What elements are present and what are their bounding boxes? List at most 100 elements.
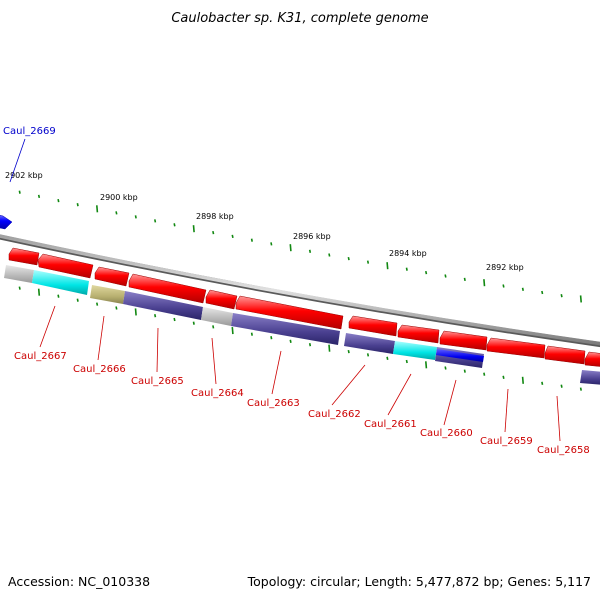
- leader-caul-2664: [211, 337, 217, 385]
- leader-caul-2658: [556, 395, 561, 442]
- scale-label-2898: 2898 kbp: [196, 212, 234, 221]
- gene-label-caul-2669[interactable]: Caul_2669: [3, 126, 56, 137]
- inner-minor-tick: [192, 321, 195, 325]
- cog-bar-caul-2665: [123, 291, 203, 320]
- inner-minor-tick: [386, 356, 389, 360]
- scale-minor-tick: [366, 260, 370, 264]
- inner-minor-tick: [96, 302, 99, 306]
- scale-minor-tick: [134, 215, 137, 219]
- cds-arrow-caul-2663: [235, 295, 344, 330]
- scale-major-tick: [192, 225, 195, 233]
- leader-caul-2659: [504, 388, 509, 433]
- inner-minor-tick: [57, 294, 60, 298]
- scale-minor-tick: [521, 287, 524, 291]
- scale-minor-tick: [173, 223, 176, 227]
- cog-bar-caul-2666: [90, 285, 125, 304]
- scale-minor-tick: [444, 274, 447, 278]
- scale-minor-tick: [231, 234, 234, 239]
- inner-minor-tick: [463, 369, 466, 373]
- inner-minor-tick: [212, 325, 215, 329]
- cds-arrow-caul-2668: [8, 247, 40, 266]
- leader-caul-2665: [156, 327, 159, 373]
- scale-major-tick: [386, 262, 389, 270]
- cds-arrow-caul-2660: [439, 330, 488, 351]
- cog-bar-caul-2660-top: [436, 349, 484, 362]
- gene-label-caul-2665[interactable]: Caul_2665: [131, 376, 184, 387]
- gene-label-caul-2662[interactable]: Caul_2662: [308, 409, 361, 420]
- inner-major-tick: [328, 344, 331, 352]
- scale-minor-tick: [154, 219, 157, 223]
- scale-minor-tick: [541, 290, 544, 295]
- scale-major-tick: [579, 295, 582, 303]
- inner-minor-tick: [541, 381, 544, 385]
- scale-minor-tick: [18, 190, 21, 194]
- inner-minor-tick: [579, 387, 582, 391]
- gene-label-caul-2661[interactable]: Caul_2661: [364, 419, 417, 430]
- cog-bar-caul-2667: [32, 270, 89, 295]
- scale-minor-tick: [115, 211, 118, 215]
- inner-major-tick: [425, 361, 428, 369]
- scale-minor-tick: [250, 238, 253, 242]
- gene-label-caul-2667[interactable]: Caul_2667: [14, 351, 67, 362]
- topology-label: Topology: circular; Length: 5,477,872 bp…: [247, 574, 591, 589]
- gene-label-caul-2658[interactable]: Caul_2658: [537, 445, 590, 456]
- inner-minor-tick: [250, 332, 253, 336]
- gene-label-caul-2663[interactable]: Caul_2663: [247, 398, 300, 409]
- scale-minor-tick: [328, 253, 331, 257]
- inner-minor-tick: [405, 359, 408, 364]
- scale-label-2902: 2902 kbp: [5, 171, 43, 180]
- inner-major-tick: [231, 327, 234, 335]
- scale-minor-tick: [405, 267, 408, 271]
- scale-minor-tick: [270, 242, 273, 246]
- inner-minor-tick: [483, 372, 486, 376]
- cog-bar-caul-2663: [231, 313, 340, 345]
- cds-arrow-caul-2664: [205, 289, 238, 310]
- inner-minor-tick: [289, 339, 292, 343]
- scale-major-tick: [96, 205, 99, 213]
- inner-minor-tick: [444, 366, 447, 370]
- inner-major-tick: [37, 288, 41, 296]
- scale-label-2896: 2896 kbp: [293, 232, 331, 241]
- gene-label-caul-2666[interactable]: Caul_2666: [73, 364, 126, 375]
- cog-bars: [4, 265, 600, 385]
- scale-major-tick: [289, 244, 292, 252]
- scale-minor-tick: [560, 294, 563, 298]
- scale-minor-tick: [502, 284, 505, 288]
- inner-minor-tick: [173, 317, 176, 322]
- cog-bar-caul-2662: [344, 333, 395, 354]
- scale-minor-tick: [425, 270, 428, 275]
- scale-minor-tick: [76, 203, 79, 207]
- genome-backbone: [0, 234, 600, 346]
- scale-ticks: [18, 190, 582, 391]
- inner-minor-tick: [308, 343, 312, 347]
- leader-caul-2663: [271, 350, 282, 395]
- scale-label-2900: 2900 kbp: [100, 193, 138, 202]
- inner-minor-tick: [502, 375, 505, 379]
- scale-label-2892: 2892 kbp: [486, 263, 524, 272]
- label-leaders: [9, 138, 561, 442]
- accession-label: Accession: NC_010338: [8, 574, 150, 589]
- map-title: Caulobacter sp. K31, complete genome: [171, 11, 428, 26]
- inner-minor-tick: [18, 286, 21, 290]
- cds-arrow-caul-2662: [348, 315, 398, 337]
- cog-bar-caul-2657: [580, 370, 600, 385]
- inner-minor-tick: [154, 314, 157, 318]
- gene-label-caul-2660[interactable]: Caul_2660: [420, 428, 473, 439]
- leader-caul-2667: [39, 305, 56, 348]
- cds-arrow-caul-2661: [397, 324, 440, 344]
- gene-labels: Caul_2669 Caul_2667 Caul_2666 Caul_2665 …: [3, 126, 590, 456]
- inner-major-tick: [521, 376, 524, 384]
- inner-minor-tick: [115, 306, 118, 310]
- cds-arrow-caul-2667: [37, 253, 94, 279]
- scale-minor-tick: [212, 230, 215, 235]
- scale-minor-tick: [347, 256, 350, 261]
- leader-caul-2662: [331, 364, 366, 406]
- leader-caul-2660: [443, 379, 457, 426]
- cog-bar-caul-2668: [4, 265, 34, 283]
- inner-minor-tick: [270, 336, 273, 340]
- cds-arrow-caul-2666: [94, 266, 130, 287]
- gene-label-caul-2664[interactable]: Caul_2664: [191, 388, 244, 399]
- cds-arrow-caul-2657: [584, 351, 600, 367]
- gene-label-caul-2659[interactable]: Caul_2659: [480, 436, 533, 447]
